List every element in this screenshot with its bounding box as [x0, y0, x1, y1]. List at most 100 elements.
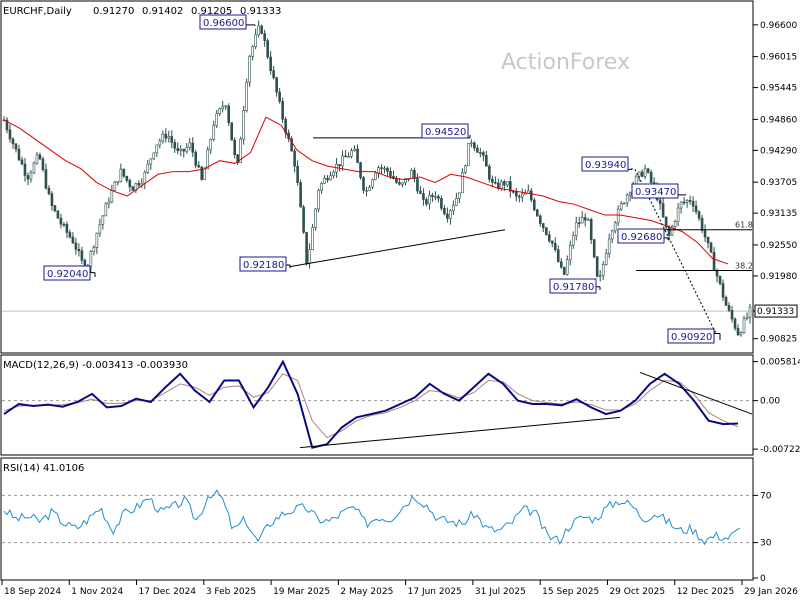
- candle-body: [455, 198, 458, 206]
- candle-body: [697, 211, 701, 219]
- candle-body: [35, 154, 39, 164]
- candle-body: [38, 154, 42, 160]
- candle-body: [691, 201, 695, 207]
- candle-body: [730, 310, 734, 320]
- chart-open: 0.91270: [93, 6, 134, 17]
- candle-body: [634, 175, 638, 185]
- candle-body: [44, 169, 48, 189]
- candle-body: [733, 318, 737, 329]
- candle-body: [242, 110, 245, 140]
- macd-title: MACD(12,26,9) -0.003413 -0.003930: [3, 360, 188, 371]
- candle-body: [473, 142, 476, 149]
- candle-body: [338, 164, 341, 167]
- candle-body: [718, 275, 722, 284]
- annotation-label: 0.92680: [621, 232, 662, 243]
- candle-body: [434, 196, 437, 198]
- candle-body: [50, 193, 54, 207]
- price-y-tick-label: 0.94860: [760, 115, 797, 125]
- candle-body: [209, 139, 213, 151]
- x-tick-label: 3 Feb 2025: [206, 587, 256, 597]
- support-trendline: [289, 229, 506, 268]
- candle-body: [200, 166, 204, 180]
- candle-body: [53, 205, 57, 212]
- candle-body: [281, 101, 284, 120]
- candle-body: [110, 190, 114, 203]
- candle-body: [290, 138, 293, 152]
- candle-body: [251, 46, 254, 57]
- price-y-tick-label: 0.90825: [760, 335, 797, 345]
- fib-level-label: 61.8: [735, 221, 753, 230]
- candle-body: [326, 177, 329, 181]
- price-y-axis: 0.96600 0.96015 0.95445 0.94860 0.94290 0.937…: [753, 21, 798, 345]
- candle-body: [547, 234, 551, 242]
- candle-body: [29, 172, 33, 180]
- candle-body: [553, 243, 557, 250]
- annotation-label: 0.92040: [47, 269, 88, 280]
- candle-body: [347, 155, 350, 158]
- candle-body: [604, 253, 608, 265]
- candle-body: [353, 148, 356, 151]
- candle-body: [721, 283, 725, 298]
- x-tick-label: 15 Sep 2025: [542, 587, 599, 597]
- candle-body: [149, 158, 153, 165]
- candle-body: [89, 251, 93, 267]
- candle-body: [670, 226, 674, 236]
- candle-body: [449, 210, 452, 219]
- candle-body: [221, 106, 225, 110]
- x-tick-label: 1 Nov 2024: [71, 587, 123, 597]
- candle-body: [538, 215, 542, 224]
- candle-body: [470, 142, 473, 145]
- candle-body: [377, 167, 380, 174]
- candle-body: [613, 222, 617, 232]
- watermark: ActionForex: [501, 50, 630, 75]
- candle-body: [503, 181, 506, 186]
- candle-body: [20, 159, 24, 165]
- candle-body: [583, 217, 587, 221]
- candle-body: [380, 167, 383, 169]
- price-y-tick-label: 0.94290: [760, 146, 797, 156]
- x-tick-label: 18 Sep 2024: [4, 587, 61, 597]
- candle-body: [317, 190, 320, 210]
- x-tick-label: 17 Jun 2025: [408, 587, 462, 597]
- candle-body: [739, 332, 743, 336]
- annotation-label: 0.93940: [585, 160, 626, 171]
- annotation-box: [421, 123, 469, 139]
- candle-body: [595, 256, 599, 277]
- candle-body: [320, 182, 323, 191]
- annotation-label: 0.92180: [243, 260, 284, 271]
- candle-body: [356, 148, 359, 163]
- candle-body: [694, 205, 698, 213]
- candle-body: [299, 182, 302, 208]
- chart-high: 0.91402: [142, 6, 183, 17]
- candle-body: [23, 163, 27, 176]
- candle-body: [476, 147, 479, 153]
- candle-body: [625, 194, 629, 204]
- candle-body: [485, 155, 488, 167]
- candle-body: [188, 142, 192, 148]
- candle-body: [389, 171, 392, 177]
- price-y-tick-label: 0.91980: [760, 272, 797, 282]
- candle-body: [164, 133, 168, 139]
- candle-body: [239, 138, 242, 163]
- macd-y-tick-label: 0.00: [760, 397, 780, 407]
- candle-body: [416, 178, 419, 192]
- candle-body: [5, 119, 9, 131]
- candle-body: [446, 213, 449, 219]
- price-y-tick-label: 0.92550: [760, 241, 797, 251]
- x-tick-label: 17 Dec 2024: [139, 587, 197, 597]
- candle-body: [275, 77, 278, 93]
- candle-body: [398, 182, 401, 185]
- candle-body: [212, 125, 216, 140]
- annotation-box: [617, 228, 665, 244]
- candle-body: [404, 178, 407, 184]
- candle-body: [74, 242, 78, 250]
- candle-body: [461, 172, 464, 194]
- macd-panel-frame: [0, 354, 754, 456]
- candle-body: [374, 172, 377, 181]
- candle-body: [679, 201, 683, 209]
- macd-resistance-trendline: [639, 371, 753, 415]
- candle-body: [724, 297, 728, 306]
- macd-y-tick-label: -0.007222: [760, 445, 800, 455]
- annotation-box: [549, 278, 597, 294]
